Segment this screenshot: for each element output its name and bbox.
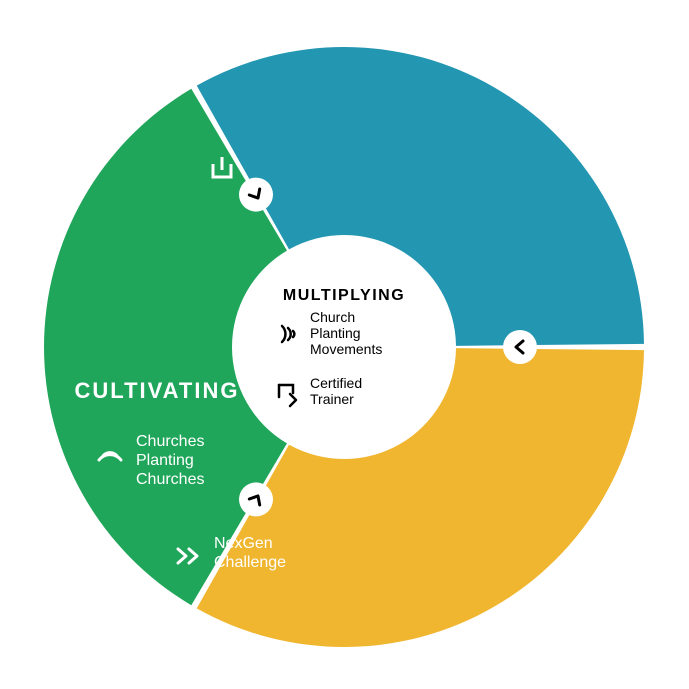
divider-circle-2: [239, 482, 273, 516]
divider-circle-1: [503, 330, 537, 364]
divider-circle-0: [239, 178, 273, 212]
center-title: MULTIPLYING: [283, 287, 405, 304]
segment-title-cultivating: CULTIVATING: [75, 378, 240, 403]
